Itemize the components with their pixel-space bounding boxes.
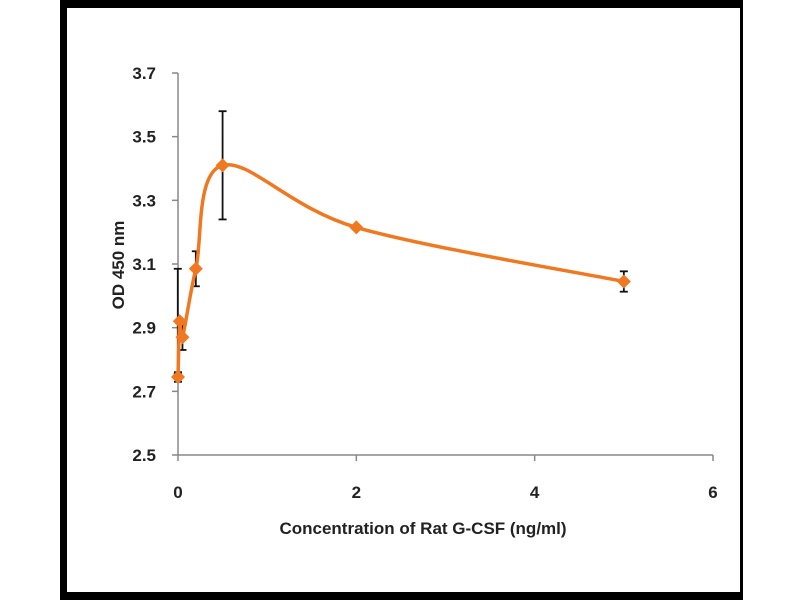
x-tick-label: 2 xyxy=(352,483,361,502)
x-tick-label: 6 xyxy=(708,483,717,502)
data-point-diamond xyxy=(175,330,190,345)
y-tick-label: 2.5 xyxy=(132,446,156,465)
y-tick-label: 3.7 xyxy=(132,64,156,83)
y-tick-label: 2.7 xyxy=(132,382,156,401)
y-tick-label: 3.5 xyxy=(132,128,156,147)
y-tick-label: 3.3 xyxy=(132,191,156,210)
data-point-diamond xyxy=(188,261,203,276)
data-point-diamond xyxy=(172,314,187,329)
data-point-diamond xyxy=(215,158,230,173)
chart-background xyxy=(67,8,740,592)
y-tick-label: 2.9 xyxy=(132,319,156,338)
data-point-diamond xyxy=(349,220,364,235)
x-tick-label: 4 xyxy=(530,483,540,502)
x-axis-label: Concentration of Rat G-CSF (ng/ml) xyxy=(279,519,566,538)
y-tick-label: 3.1 xyxy=(132,255,156,274)
x-tick-label: 0 xyxy=(173,483,182,502)
data-point-diamond xyxy=(171,370,185,385)
data-point-diamond xyxy=(616,274,631,289)
series-line xyxy=(176,162,625,378)
y-axis-label: OD 450 nm xyxy=(109,221,128,310)
